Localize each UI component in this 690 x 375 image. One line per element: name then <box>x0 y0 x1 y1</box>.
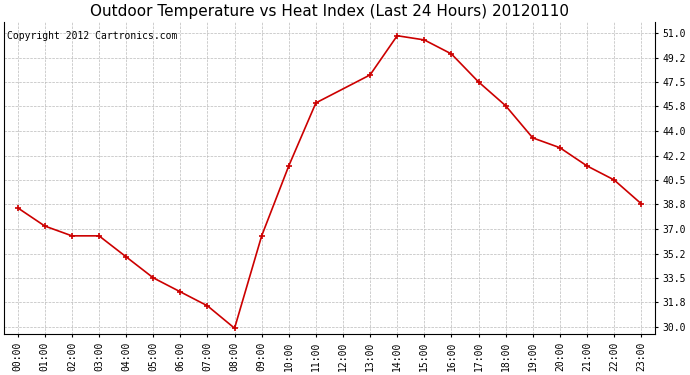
Text: Copyright 2012 Cartronics.com: Copyright 2012 Cartronics.com <box>8 31 178 41</box>
Title: Outdoor Temperature vs Heat Index (Last 24 Hours) 20120110: Outdoor Temperature vs Heat Index (Last … <box>90 4 569 19</box>
